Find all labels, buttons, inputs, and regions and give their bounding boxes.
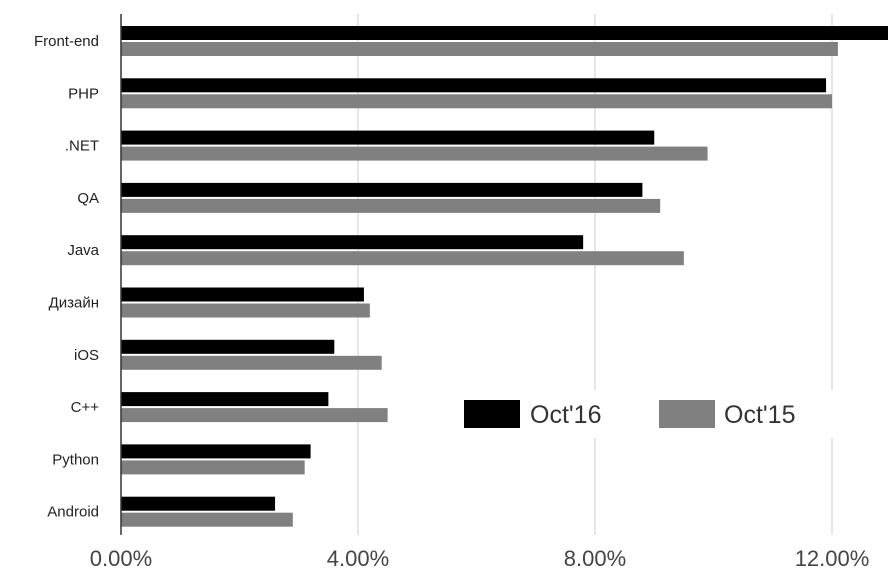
x-tick-label-0: 0.00% bbox=[90, 546, 152, 571]
x-tick-label-8: 8.00% bbox=[564, 546, 626, 571]
bar-python-oct-15 bbox=[121, 460, 305, 475]
bar-python-oct-16 bbox=[121, 444, 311, 459]
legend-swatch-oct15 bbox=[659, 400, 715, 428]
category-label-java: Java bbox=[67, 242, 99, 259]
bar-ios-oct-16 bbox=[121, 339, 335, 354]
category-label-python: Python bbox=[52, 451, 99, 468]
bar-qa-oct-15 bbox=[121, 198, 661, 213]
bar-net-oct-15 bbox=[121, 146, 708, 161]
category-labels: Front-end PHP .NET QA Java Дизайн iOS C++ Python… bbox=[34, 33, 100, 521]
bar-дизайн-oct-15 bbox=[121, 303, 370, 318]
bar-java-oct-16 bbox=[121, 235, 584, 250]
category-label-дизайн: Дизайн bbox=[49, 294, 99, 311]
bar-ios-oct-15 bbox=[121, 355, 382, 370]
bar-дизайн-oct-16 bbox=[121, 287, 364, 302]
bar-android-oct-15 bbox=[121, 512, 293, 527]
bar-c-oct-15 bbox=[121, 408, 388, 423]
x-tick-label-12: 12.00% bbox=[795, 546, 870, 571]
bar-c-oct-16 bbox=[121, 392, 329, 407]
category-label-php: PHP bbox=[68, 85, 99, 102]
legend: Oct'16 Oct'15 bbox=[445, 390, 835, 438]
category-label-front-end: Front-end bbox=[34, 33, 99, 50]
category-label-qa: QA bbox=[77, 190, 99, 207]
bar-php-oct-16 bbox=[121, 78, 827, 93]
bar-front-end-oct-16 bbox=[121, 26, 888, 40]
bar-java-oct-15 bbox=[121, 251, 684, 266]
legend-label-oct16: Oct'16 bbox=[530, 401, 601, 429]
category-label-ios: iOS bbox=[74, 347, 99, 364]
bar-php-oct-15 bbox=[121, 94, 832, 109]
bar-net-oct-16 bbox=[121, 130, 655, 145]
x-tick-labels: 0.00% 4.00% 8.00% 12.00% bbox=[90, 546, 870, 571]
category-label-net: .NET bbox=[65, 138, 99, 155]
legend-label-oct15: Oct'15 bbox=[724, 401, 795, 429]
bar-front-end-oct-15 bbox=[121, 42, 838, 56]
bar-qa-oct-16 bbox=[121, 182, 643, 197]
bar-android-oct-16 bbox=[121, 496, 276, 511]
category-label-android: Android bbox=[47, 504, 99, 521]
x-tick-label-4: 4.00% bbox=[327, 546, 389, 571]
bars bbox=[121, 26, 888, 527]
legend-swatch-oct16 bbox=[464, 400, 520, 428]
category-label-c: C++ bbox=[71, 399, 100, 416]
